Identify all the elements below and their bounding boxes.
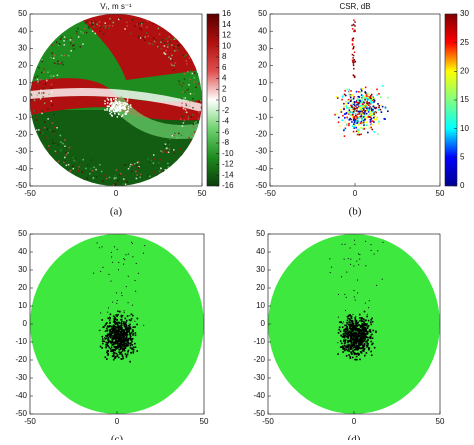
x-tick-label: -50: [24, 417, 36, 426]
y-tick-label: 50: [256, 229, 265, 238]
colorbar-tick-label: 8: [222, 52, 227, 61]
colorbar-tick-label: -4: [222, 117, 230, 126]
colorbar-tick-label: 20: [460, 66, 469, 75]
y-tick-label: 0: [263, 95, 268, 104]
y-tick-label: -10: [253, 337, 265, 346]
y-tick-label: 50: [18, 9, 27, 18]
radar-image: [30, 14, 202, 186]
x-tick-label: 0: [115, 417, 120, 426]
colorbar-tick-label: 30: [460, 9, 469, 18]
y-tick-label: -20: [15, 355, 27, 364]
panel-caption: (d): [348, 434, 361, 440]
colorbar-tick-label: 12: [222, 31, 231, 40]
colorbar-tick-label: 5: [460, 152, 465, 161]
colorbar-tick-label: 14: [222, 20, 231, 29]
colorbar-tick-label: 0: [222, 95, 227, 104]
panel-title: CSR, dB: [339, 2, 370, 11]
y-tick-label: -40: [15, 164, 27, 173]
axes-frame: [269, 13, 441, 187]
y-tick-label: -10: [15, 112, 27, 121]
radar-image: [334, 19, 389, 137]
y-tick-label: -20: [253, 355, 265, 364]
y-tick-label: 40: [18, 26, 27, 35]
y-tick-label: -30: [253, 373, 265, 382]
y-tick-label: -50: [15, 181, 27, 190]
panel-title: Vᵣ, m s⁻¹: [100, 2, 132, 11]
y-tick-label: 20: [258, 61, 267, 70]
y-tick-label: 10: [18, 301, 27, 310]
y-tick-label: 50: [258, 9, 267, 18]
y-tick-label: 30: [18, 44, 27, 53]
colorbar-tick-label: 2: [222, 84, 227, 93]
y-tick-label: 10: [18, 78, 27, 87]
y-tick-label: 40: [258, 26, 267, 35]
colorbar-tick-label: -2: [222, 106, 230, 115]
panel-caption: (b): [349, 206, 362, 218]
colorbar-tick-label: -16: [222, 181, 234, 190]
x-tick-label: 0: [352, 417, 357, 426]
y-tick-label: 10: [256, 301, 265, 310]
x-tick-label: -50: [264, 189, 276, 198]
y-tick-label: -30: [255, 147, 267, 156]
x-tick-label: 0: [114, 189, 119, 198]
colorbar-tick-label: -10: [222, 149, 234, 158]
colorbar-tick-label: 10: [460, 124, 469, 133]
y-tick-label: -40: [15, 391, 27, 400]
x-tick-label: 50: [200, 417, 209, 426]
panel-caption: (a): [110, 206, 123, 218]
radar-image: [30, 234, 204, 414]
colorbar-tick-label: 10: [222, 41, 231, 50]
y-tick-label: 10: [258, 78, 267, 87]
x-tick-label: -50: [262, 417, 274, 426]
y-tick-label: -30: [15, 147, 27, 156]
y-tick-label: -40: [253, 391, 265, 400]
x-tick-label: -50: [24, 189, 36, 198]
x-tick-label: 0: [353, 189, 358, 198]
y-tick-label: 30: [18, 265, 27, 274]
colorbar-tick-label: 6: [222, 63, 227, 72]
y-tick-label: -50: [253, 409, 265, 418]
y-tick-label: 0: [23, 319, 28, 328]
colorbar-tick-label: 4: [222, 74, 227, 83]
y-tick-label: 0: [23, 95, 28, 104]
colorbar-tick-label: -14: [222, 170, 234, 179]
y-tick-label: 40: [18, 247, 27, 256]
y-tick-label: 30: [256, 265, 265, 274]
colorbar-tick-label: 0: [460, 181, 465, 190]
colorbar-tick-label: -6: [222, 127, 230, 136]
x-tick-label: 50: [436, 417, 445, 426]
field: [30, 234, 204, 414]
y-tick-label: 50: [18, 229, 27, 238]
panel-caption: (c): [111, 434, 124, 440]
colorbar-tick-label: 15: [460, 95, 469, 104]
x-tick-label: 50: [198, 189, 207, 198]
colorbar-tick-label: 25: [460, 38, 469, 47]
y-tick-label: -20: [255, 130, 267, 139]
colorbar-tick-label: -8: [222, 138, 230, 147]
y-tick-label: -10: [15, 337, 27, 346]
y-tick-label: 20: [256, 283, 265, 292]
y-tick-label: -20: [15, 130, 27, 139]
x-tick-label: 50: [436, 189, 445, 198]
y-tick-label: 20: [18, 61, 27, 70]
radar-image: [268, 234, 440, 414]
y-tick-label: 30: [258, 44, 267, 53]
y-tick-label: 20: [18, 283, 27, 292]
y-tick-label: -50: [15, 409, 27, 418]
y-tick-label: 40: [256, 247, 265, 256]
y-tick-label: -10: [255, 112, 267, 121]
y-tick-label: 0: [261, 319, 266, 328]
y-tick-label: -30: [15, 373, 27, 382]
y-tick-label: -40: [255, 164, 267, 173]
y-tick-label: -50: [255, 181, 267, 190]
colorbar-tick-label: -12: [222, 160, 234, 169]
colorbar-tick-label: 16: [222, 9, 231, 18]
